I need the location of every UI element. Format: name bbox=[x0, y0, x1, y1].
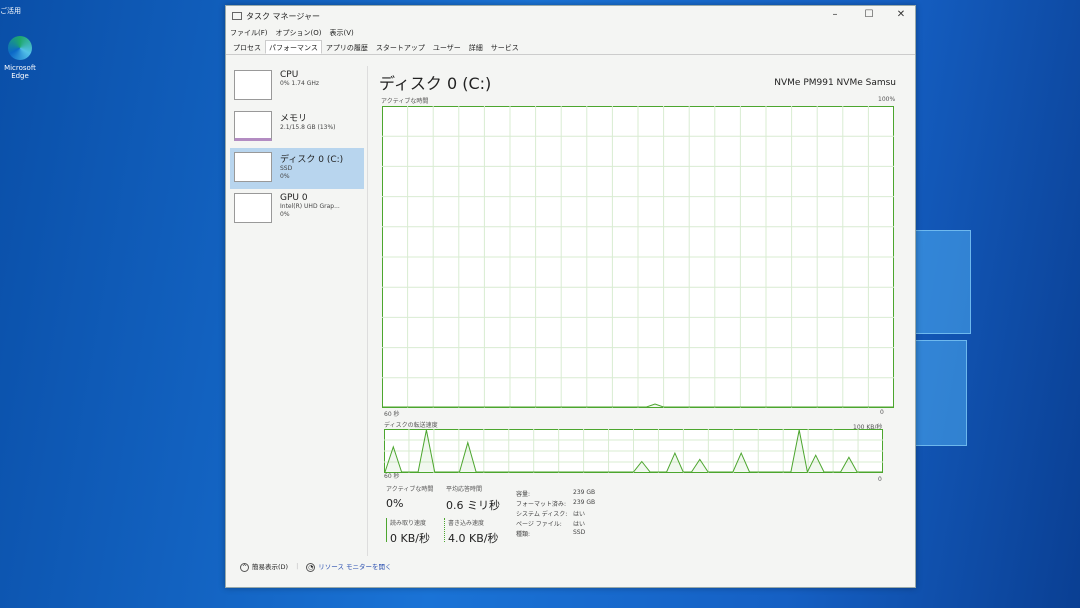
fewer-details-button[interactable]: ^ 簡易表示(D) bbox=[240, 561, 288, 572]
resource-monitor-link[interactable]: ◔ リソース モニターを開く bbox=[306, 561, 392, 572]
sidebar-item-sub2: 0% bbox=[280, 211, 290, 218]
active-time-stat-label: アクティブな時間 bbox=[386, 486, 434, 493]
page-title: ディスク 0 (C:) bbox=[379, 74, 492, 93]
sidebar-item-sub1: Intel(R) UHD Grap... bbox=[280, 203, 340, 210]
menu-item[interactable]: オプション(O) bbox=[275, 29, 322, 37]
transfer-time-axis-label: 60 秒 bbox=[384, 473, 400, 480]
read-speed-value: 0 KB/秒 bbox=[390, 532, 430, 545]
sidebar-thumbnail bbox=[234, 152, 272, 182]
avg-response-value: 0.6 ミリ秒 bbox=[446, 499, 500, 512]
task-manager-window: タスク マネージャー – ☐ ✕ ファイル(F) オプション(O) 表示(V) プロ… bbox=[225, 5, 916, 588]
sidebar-item-sub2: 0% bbox=[280, 173, 290, 180]
edge-label: Microsoft Edge bbox=[4, 64, 36, 80]
write-speed-value: 4.0 KB/秒 bbox=[448, 532, 499, 545]
read-speed-label: 読み取り速度 bbox=[390, 520, 427, 527]
sidebar-item-sub1: 2.1/15.8 GB (13%) bbox=[280, 124, 336, 131]
sidebar-text: ディスク 0 (C:) SSD 0% bbox=[280, 152, 343, 185]
sidebar-item-sub1: 0% 1.74 GHz bbox=[280, 80, 320, 87]
task-manager-icon bbox=[232, 12, 242, 20]
edge-icon bbox=[8, 36, 32, 60]
resource-monitor-label: リソース モニターを開く bbox=[318, 563, 392, 571]
sidebar-thumbnail bbox=[234, 111, 272, 141]
menu-bar: ファイル(F) オプション(O) 表示(V) bbox=[226, 26, 915, 40]
tab-0[interactable]: プロセス bbox=[233, 44, 261, 52]
minimize-button[interactable]: – bbox=[832, 9, 838, 20]
time-axis-label: 60 秒 bbox=[384, 411, 400, 418]
footer: ^ 簡易表示(D) | ◔ リソース モニターを開く bbox=[240, 561, 392, 572]
tab-2[interactable]: アプリの履歴 bbox=[325, 44, 368, 52]
sidebar-text: メモリ 2.1/15.8 GB (13%) bbox=[280, 111, 336, 144]
sidebar-item[interactable]: GPU 0 Intel(R) UHD Grap... 0% bbox=[230, 189, 364, 230]
info-value: 239 GB bbox=[573, 489, 596, 496]
active-time-chart-label: アクティブな時間 bbox=[381, 98, 429, 105]
device-name: NVMe PM991 NVMe Samsu bbox=[774, 78, 896, 88]
close-button[interactable]: ✕ bbox=[896, 9, 906, 20]
fewer-details-label: 簡易表示(D) bbox=[252, 563, 289, 571]
info-value: はい bbox=[573, 521, 586, 528]
transfer-max: 100 KB/秒 bbox=[853, 424, 883, 431]
tab-5[interactable]: 詳細 bbox=[468, 44, 483, 52]
tab-3[interactable]: スタートアップ bbox=[375, 44, 425, 52]
sidebar-text: GPU 0 Intel(R) UHD Grap... 0% bbox=[280, 193, 340, 226]
sidebar-item[interactable]: メモリ 2.1/15.8 GB (13%) bbox=[230, 107, 364, 148]
info-value: SSD bbox=[573, 529, 586, 536]
tab-1[interactable]: パフォーマンス bbox=[265, 40, 322, 54]
series-line bbox=[384, 429, 882, 473]
avg-response-label: 平均応答時間 bbox=[446, 486, 483, 493]
title-bar: タスク マネージャー bbox=[226, 6, 915, 26]
sidebar-item-name: CPU bbox=[280, 70, 299, 80]
info-key: システム ディスク: bbox=[516, 511, 568, 518]
transfer-rate-chart bbox=[384, 429, 883, 473]
window-title: タスク マネージャー bbox=[246, 11, 320, 21]
info-value: はい bbox=[573, 511, 586, 518]
active-time-max: 100% bbox=[878, 96, 896, 103]
active-time-stat-value: 0% bbox=[386, 497, 404, 510]
sidebar-item-name: GPU 0 bbox=[280, 193, 308, 203]
read-legend-line bbox=[386, 518, 387, 542]
tab-4[interactable]: ユーザー bbox=[432, 44, 461, 52]
maximize-button[interactable]: ☐ bbox=[864, 9, 874, 20]
write-speed-label: 書き込み速度 bbox=[448, 520, 485, 527]
sidebar-item-name: メモリ bbox=[280, 114, 308, 124]
sidebar-thumbnail bbox=[234, 193, 272, 223]
tab-6[interactable]: サービス bbox=[490, 44, 519, 52]
chevron-up-icon: ^ bbox=[240, 562, 249, 572]
info-value: 239 GB bbox=[573, 499, 596, 506]
sidebar-item-sub1: SSD bbox=[280, 165, 293, 172]
sidebar-text: CPU 0% 1.74 GHz bbox=[280, 70, 319, 103]
desktop-icon-edge[interactable]: Microsoft Edge bbox=[0, 36, 40, 80]
sidebar-item[interactable]: CPU 0% 1.74 GHz bbox=[230, 66, 364, 107]
info-key: 容量: bbox=[516, 491, 531, 498]
resource-monitor-icon: ◔ bbox=[306, 562, 316, 572]
sidebar: CPU 0% 1.74 GHz メモリ 2.1/15.8 GB (13%) ディスク 0… bbox=[230, 66, 364, 230]
info-key: フォーマット済み: bbox=[516, 501, 567, 508]
write-legend-line bbox=[444, 518, 445, 542]
transfer-chart-label: ディスクの転送速度 bbox=[384, 422, 438, 429]
tab-bar: プロセス パフォーマンス アプリの履歴 スタートアップ ユーザー 詳細 サービス bbox=[226, 40, 915, 55]
sidebar-item-name: ディスク 0 (C:) bbox=[280, 155, 344, 165]
sidebar-item[interactable]: ディスク 0 (C:) SSD 0% bbox=[230, 148, 364, 189]
desktop-label: ご活用 bbox=[0, 7, 21, 15]
info-key: 種類: bbox=[516, 531, 531, 538]
sidebar-thumbnail bbox=[234, 70, 272, 100]
axis-zero: 0 bbox=[880, 409, 884, 416]
menu-item[interactable]: ファイル(F) bbox=[230, 29, 268, 37]
sidebar-divider bbox=[367, 66, 368, 556]
info-key: ページ ファイル: bbox=[516, 521, 562, 528]
transfer-axis-zero: 0 bbox=[878, 476, 882, 483]
active-time-chart bbox=[382, 106, 894, 408]
series-line bbox=[383, 403, 893, 408]
menu-item[interactable]: 表示(V) bbox=[329, 29, 354, 37]
